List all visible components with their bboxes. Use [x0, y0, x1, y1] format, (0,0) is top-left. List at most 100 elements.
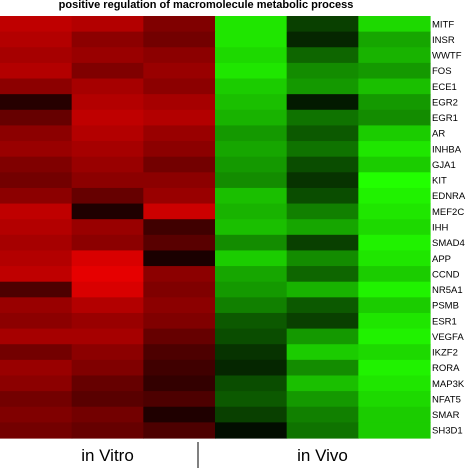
heatmap-cell	[286, 375, 359, 392]
gene-label: GJA1	[432, 160, 456, 171]
heatmap-cell	[0, 31, 73, 48]
gene-label: SMAR	[432, 410, 460, 421]
heatmap-cell	[0, 125, 73, 142]
heatmap-cell	[0, 391, 73, 408]
heatmap-cell	[71, 391, 144, 408]
heatmap-cell	[0, 203, 73, 220]
heatmap-cell	[215, 172, 288, 189]
heatmap-cell	[215, 62, 288, 80]
heatmap-cell	[0, 328, 73, 345]
heatmap-cell	[215, 344, 288, 361]
heatmap-cell	[286, 312, 359, 330]
heatmap-cell	[143, 141, 216, 158]
heatmap-cell	[0, 375, 73, 392]
heatmap-cell	[0, 219, 73, 236]
heatmap-cell	[215, 234, 288, 252]
heatmap-cell	[143, 406, 216, 423]
gene-label: EGR2	[432, 97, 458, 108]
gene-label: VEGFA	[432, 332, 464, 343]
heatmap-cell	[71, 359, 144, 377]
heatmap-cell	[286, 47, 359, 64]
heatmap-cell	[358, 16, 431, 33]
group-labels: in Vitro in Vivo	[81, 446, 348, 465]
heatmap-cell	[71, 156, 144, 173]
heatmap-cell	[358, 250, 431, 267]
heatmap-cell	[71, 281, 144, 298]
heatmap-cell	[143, 203, 216, 220]
heatmap-cell	[286, 203, 359, 220]
heatmap-cell	[215, 94, 288, 111]
heatmap-cell	[143, 234, 216, 252]
heatmap-cell	[358, 187, 431, 205]
heatmap-cell	[286, 391, 359, 408]
heatmap-cell	[143, 422, 216, 439]
heatmap-cell	[143, 187, 216, 205]
heatmap-cell	[143, 125, 216, 142]
heatmap-cell	[143, 16, 216, 33]
heatmap-cell	[71, 187, 144, 205]
heatmap-cell	[0, 109, 73, 127]
heatmap-cell	[286, 16, 359, 33]
heatmap-cell	[358, 375, 431, 392]
heatmap-cell	[215, 281, 288, 298]
heatmap-cell	[215, 16, 288, 33]
heatmap-cell	[0, 406, 73, 423]
chart-title: positive regulation of macromolecule met…	[59, 0, 354, 11]
gene-label: NR5A1	[432, 285, 463, 296]
group-label: in Vivo	[297, 446, 348, 465]
heatmap-cell	[215, 125, 288, 142]
heatmap-cell	[358, 312, 431, 330]
heatmap-cell	[71, 172, 144, 189]
gene-labels: MITF INSR WWTF FOS ECE1 EGR2 EGR1 AR INHBA GJA1 KI…	[432, 19, 466, 436]
heatmap-cell	[143, 344, 216, 361]
heatmap-cell	[0, 94, 73, 111]
heatmap-cell	[71, 297, 144, 314]
heatmap-cell	[0, 47, 73, 64]
heatmap-cell	[215, 406, 288, 423]
gene-label: IKZF2	[432, 348, 458, 359]
heatmap-cell	[358, 62, 431, 80]
heatmap-cell	[215, 141, 288, 158]
heatmap-cell	[71, 250, 144, 267]
heatmap-cell	[358, 109, 431, 127]
heatmap-cell	[286, 172, 359, 189]
heatmap-cell	[143, 281, 216, 298]
heatmap-cell	[71, 328, 144, 345]
gene-label: RORA	[432, 363, 460, 374]
heatmap-cell	[71, 406, 144, 423]
heatmap-cell	[71, 62, 144, 80]
heatmap-cell	[0, 16, 73, 33]
heatmap-cell	[143, 47, 216, 64]
gene-label: AR	[432, 129, 445, 140]
gene-label: NFAT5	[432, 394, 461, 405]
heatmap-cell	[71, 312, 144, 330]
gene-label: SMAD4	[432, 238, 465, 249]
heatmap-cell	[215, 47, 288, 64]
heatmap-cell	[286, 281, 359, 298]
heatmap-cell	[143, 156, 216, 173]
heatmap-cell	[71, 125, 144, 142]
gene-label: CCND	[432, 269, 460, 280]
gene-label: PSMB	[432, 301, 459, 312]
gene-label: ESR1	[432, 316, 457, 327]
gene-label: WWTF	[432, 51, 462, 62]
heatmap-cell	[358, 78, 431, 95]
heatmap-cell	[71, 203, 144, 220]
heatmap-cell	[0, 156, 73, 173]
gene-label: INHBA	[432, 144, 462, 155]
gene-label: MAP3K	[432, 379, 465, 390]
heatmap-cell	[71, 78, 144, 95]
heatmap-cell	[0, 187, 73, 205]
heatmap-cell	[358, 328, 431, 345]
heatmap-cell	[358, 203, 431, 220]
heatmap-cell	[215, 203, 288, 220]
heatmap-cell	[143, 375, 216, 392]
heatmap-cell	[143, 62, 216, 80]
heatmap-cell	[358, 281, 431, 298]
gene-label: MEF2C	[432, 207, 464, 218]
gene-label: ECE1	[432, 82, 457, 93]
heatmap-cell	[215, 109, 288, 127]
heatmap-cell	[71, 375, 144, 392]
gene-label: FOS	[432, 66, 452, 77]
heatmap-cell	[0, 344, 73, 361]
